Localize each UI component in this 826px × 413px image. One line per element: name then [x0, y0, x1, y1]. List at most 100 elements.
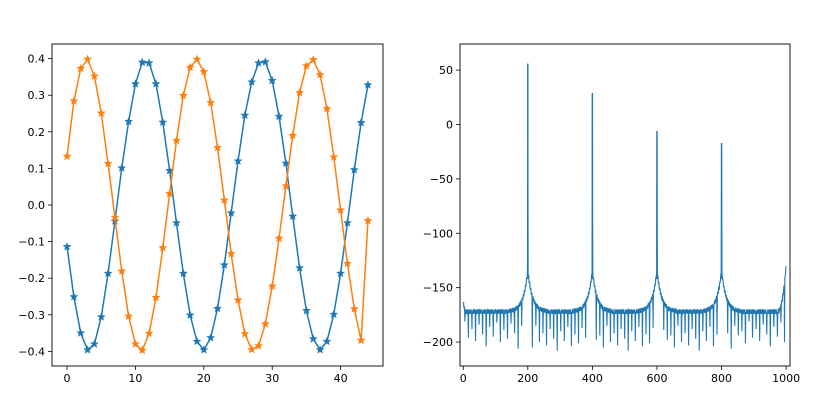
series-2-point — [178, 90, 188, 100]
y-tick-label: −0.1 — [18, 236, 45, 249]
series-2-point — [62, 151, 72, 161]
series-1-point — [62, 241, 72, 251]
series-1-point — [144, 58, 154, 67]
series-2-point — [260, 319, 270, 328]
series-2-point — [295, 87, 305, 97]
x-tick-label: 1000 — [772, 372, 800, 385]
series-1-point — [254, 58, 264, 67]
plot-2: 0 200 400 600 800 1000 50 0 −50 −100 −150 −200 — [423, 43, 800, 385]
y-tick-label: 0.2 — [28, 126, 46, 139]
series-1-point — [69, 292, 79, 301]
series-2-point — [192, 54, 202, 64]
series-1-point — [240, 110, 250, 120]
series-2-point — [206, 97, 216, 107]
series-1-point — [199, 345, 209, 354]
series-1-point — [247, 77, 257, 86]
series-2-point — [322, 104, 332, 113]
series-1-point — [315, 345, 325, 354]
series-1-point — [336, 268, 346, 278]
series-1-point — [178, 268, 188, 278]
y-tick-label: −0.4 — [18, 345, 45, 358]
series-2-point — [226, 248, 236, 258]
series-1-point — [219, 260, 229, 269]
series-1-point — [308, 334, 318, 343]
y-tick-label: 0.3 — [28, 89, 46, 102]
series-2-point — [233, 295, 243, 304]
x-tick-label: 800 — [711, 372, 732, 385]
y-tick-label: 0.4 — [28, 53, 46, 66]
plot-1-series-group — [62, 54, 373, 355]
series-2-point — [315, 69, 325, 79]
series-1-point — [117, 163, 127, 172]
series-2-point — [137, 345, 147, 355]
series-2-point — [274, 233, 284, 243]
series-2-point — [69, 96, 79, 105]
series-1-point — [295, 263, 305, 272]
y-tick-label: −0.3 — [18, 309, 45, 322]
y-tick-label: 0 — [446, 119, 453, 132]
series-2-point — [76, 63, 86, 73]
series-1-point — [342, 218, 352, 227]
y-tick-label: −0.2 — [18, 272, 45, 285]
series-1-point — [103, 268, 113, 278]
plot-2-series-group — [462, 63, 787, 351]
y-tick-label: −50 — [430, 173, 453, 186]
series-1-point — [349, 165, 359, 174]
x-tick-label: 20 — [197, 372, 211, 385]
plot-frame — [51, 43, 384, 367]
x-tick-label: 600 — [646, 372, 667, 385]
series-1-point — [233, 156, 243, 165]
series-1-point — [124, 116, 134, 126]
series-2-point — [165, 188, 175, 198]
series-1-point — [158, 117, 168, 127]
series-1-point — [226, 208, 236, 217]
series-1-point — [288, 211, 298, 221]
series-2-point — [288, 130, 298, 140]
series-2-point — [89, 71, 99, 81]
series-1-point — [274, 111, 284, 121]
series-1-point — [322, 336, 332, 346]
series-1-point — [329, 309, 339, 319]
series-1-point — [192, 336, 202, 346]
series-2-point — [329, 152, 339, 161]
series-1-point — [130, 79, 140, 88]
series-2-point — [144, 328, 154, 338]
series-2-point — [342, 258, 352, 268]
series-2-point — [130, 339, 140, 348]
series-1-line — [462, 63, 787, 351]
series-1-point — [83, 345, 93, 354]
series-1-point — [185, 310, 195, 319]
series-2-point — [103, 158, 113, 168]
x-tick-label: 30 — [265, 372, 279, 385]
x-tick-label: 10 — [128, 372, 142, 385]
series-2-point — [301, 61, 311, 70]
series-1-point — [96, 312, 106, 321]
series-2-point — [117, 266, 127, 276]
y-tick-label: −150 — [423, 282, 453, 295]
series-2-point — [185, 62, 195, 72]
series-1-point — [356, 117, 366, 127]
y-tick-label: 0.1 — [28, 162, 46, 175]
series-1-point — [260, 57, 270, 66]
x-tick-label: 400 — [582, 372, 603, 385]
series-2-point — [254, 341, 264, 350]
series-2-point — [240, 329, 250, 338]
y-tick-label: 0.0 — [28, 199, 46, 212]
x-tick-label: 0 — [64, 372, 71, 385]
series-2-point — [171, 135, 181, 145]
series-1-point — [171, 218, 181, 227]
series-2-point — [83, 54, 93, 64]
series-2-point — [158, 243, 168, 252]
x-tick-label: 200 — [517, 372, 538, 385]
series-2-point — [363, 215, 373, 225]
series-1-point — [267, 75, 277, 85]
y-tick-label: −100 — [423, 227, 453, 240]
series-2-point — [336, 205, 346, 214]
series-1-point — [76, 328, 86, 337]
plot-frame — [459, 43, 791, 367]
series-2-point — [308, 54, 318, 64]
series-2-point — [110, 212, 120, 222]
series-2-point — [96, 108, 106, 117]
